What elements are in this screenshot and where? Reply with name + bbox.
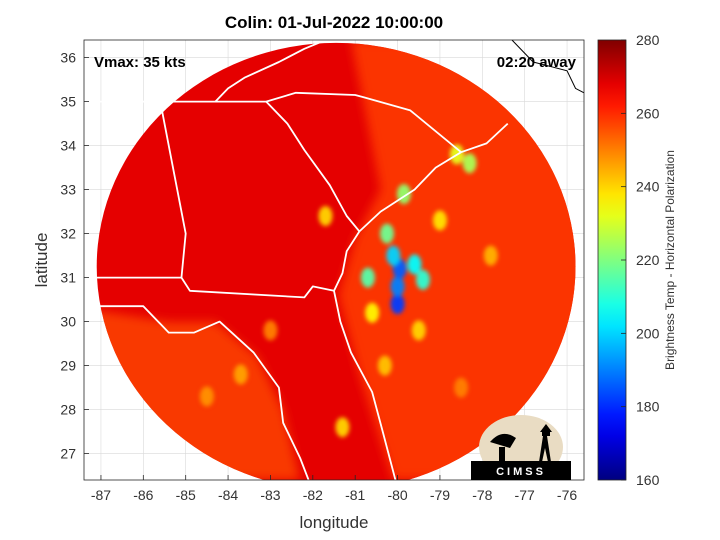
logo-dish-icon [490, 433, 516, 448]
feature-mark [390, 276, 405, 297]
feature-mark [454, 377, 469, 398]
feature-mark [335, 417, 350, 438]
feature-mark [432, 210, 447, 231]
feature-mark [233, 364, 248, 385]
x-tick-label: -82 [303, 487, 323, 503]
feature-mark [415, 269, 430, 290]
feature-mark [365, 302, 380, 323]
y-tick-label: 36 [60, 50, 76, 66]
feature-mark [386, 245, 401, 266]
atlantic-ocean [338, 42, 576, 480]
feature-mark [318, 206, 333, 226]
feature-mark [379, 223, 394, 244]
y-tick-label: 28 [60, 402, 76, 418]
outside-coast-line [511, 40, 584, 94]
boundary-line [265, 100, 361, 232]
x-tick-label: -76 [557, 487, 577, 503]
x-tick-label: -86 [133, 487, 153, 503]
swath [96, 42, 576, 480]
y-tick-label: 33 [60, 182, 76, 198]
feature-mark [462, 153, 477, 174]
cimss-logo: CIMSS [471, 415, 571, 480]
x-axis-ticks: -87 -86 -85 -84 -83 -82 -81 -80 -79 -78 -77 -76 [91, 475, 577, 503]
x-tick-label: -85 [176, 487, 196, 503]
colorbar-tick-label: 280 [636, 32, 660, 48]
boundary-line [84, 91, 462, 153]
boundary-line [214, 40, 326, 103]
colorbar-ticks: 160 180 200 220 240 260 280 [621, 32, 660, 488]
x-tick-label: -79 [430, 487, 450, 503]
feature-mark [483, 245, 498, 266]
logo-banner [471, 461, 571, 480]
colorbar-tick-label: 260 [636, 105, 660, 121]
x-axis-label: longitude [299, 513, 368, 532]
colorbar-tick-label: 220 [636, 252, 660, 268]
boundary-line [358, 122, 509, 233]
boundary-line [84, 276, 335, 299]
y-tick-label: 30 [60, 314, 76, 330]
outside-coastline [511, 40, 584, 94]
colorbar-label: Brightness Temp - Horizontal Polarizatio… [663, 150, 677, 370]
feature-mark [360, 267, 375, 288]
y-axis-ticks: 27 28 29 30 31 32 33 34 35 36 [60, 50, 89, 462]
feature-mark [407, 254, 422, 275]
x-tick-label: -81 [345, 487, 365, 503]
colorbar-tick-label: 200 [636, 325, 660, 341]
colorbar-tick-label: 240 [636, 179, 660, 195]
time-away-label: 02:20 away [497, 54, 577, 71]
boundary-line [333, 290, 397, 480]
convective-features [199, 144, 498, 438]
x-tick-label: -78 [472, 487, 492, 503]
logo-tower-icon [539, 424, 552, 462]
y-tick-label: 34 [60, 138, 76, 154]
boundary-line [84, 305, 310, 480]
y-axis-label: latitude [32, 233, 51, 288]
colorbar-tick-label: 180 [636, 399, 660, 415]
feature-mark [411, 320, 426, 341]
y-tick-label: 32 [60, 226, 76, 242]
y-tick-label: 29 [60, 358, 76, 374]
feature-mark [377, 355, 392, 376]
y-tick-label: 27 [60, 446, 76, 462]
logo-text: CIMSS [496, 466, 546, 478]
state-boundaries [84, 40, 509, 480]
x-tick-label: -84 [218, 487, 238, 503]
x-tick-label: -83 [260, 487, 280, 503]
feature-mark [199, 386, 214, 407]
x-tick-label: -77 [515, 487, 535, 503]
colorbar-tick-label: 160 [636, 472, 660, 488]
y-tick-label: 35 [60, 94, 76, 110]
chart-title: Colin: 01-Jul-2022 10:00:00 [225, 13, 443, 32]
x-tick-label: -80 [387, 487, 407, 503]
boundary-line [333, 230, 361, 292]
logo-dish-stand [499, 447, 505, 461]
plot-area [84, 40, 584, 480]
vmax-label: Vmax: 35 kts [94, 54, 186, 71]
y-tick-label: 31 [60, 270, 76, 286]
x-tick-label: -87 [91, 487, 111, 503]
plot-frame [83, 39, 585, 481]
feature-mark [390, 294, 405, 314]
boundary-line [159, 101, 187, 278]
feature-mark [263, 320, 278, 341]
